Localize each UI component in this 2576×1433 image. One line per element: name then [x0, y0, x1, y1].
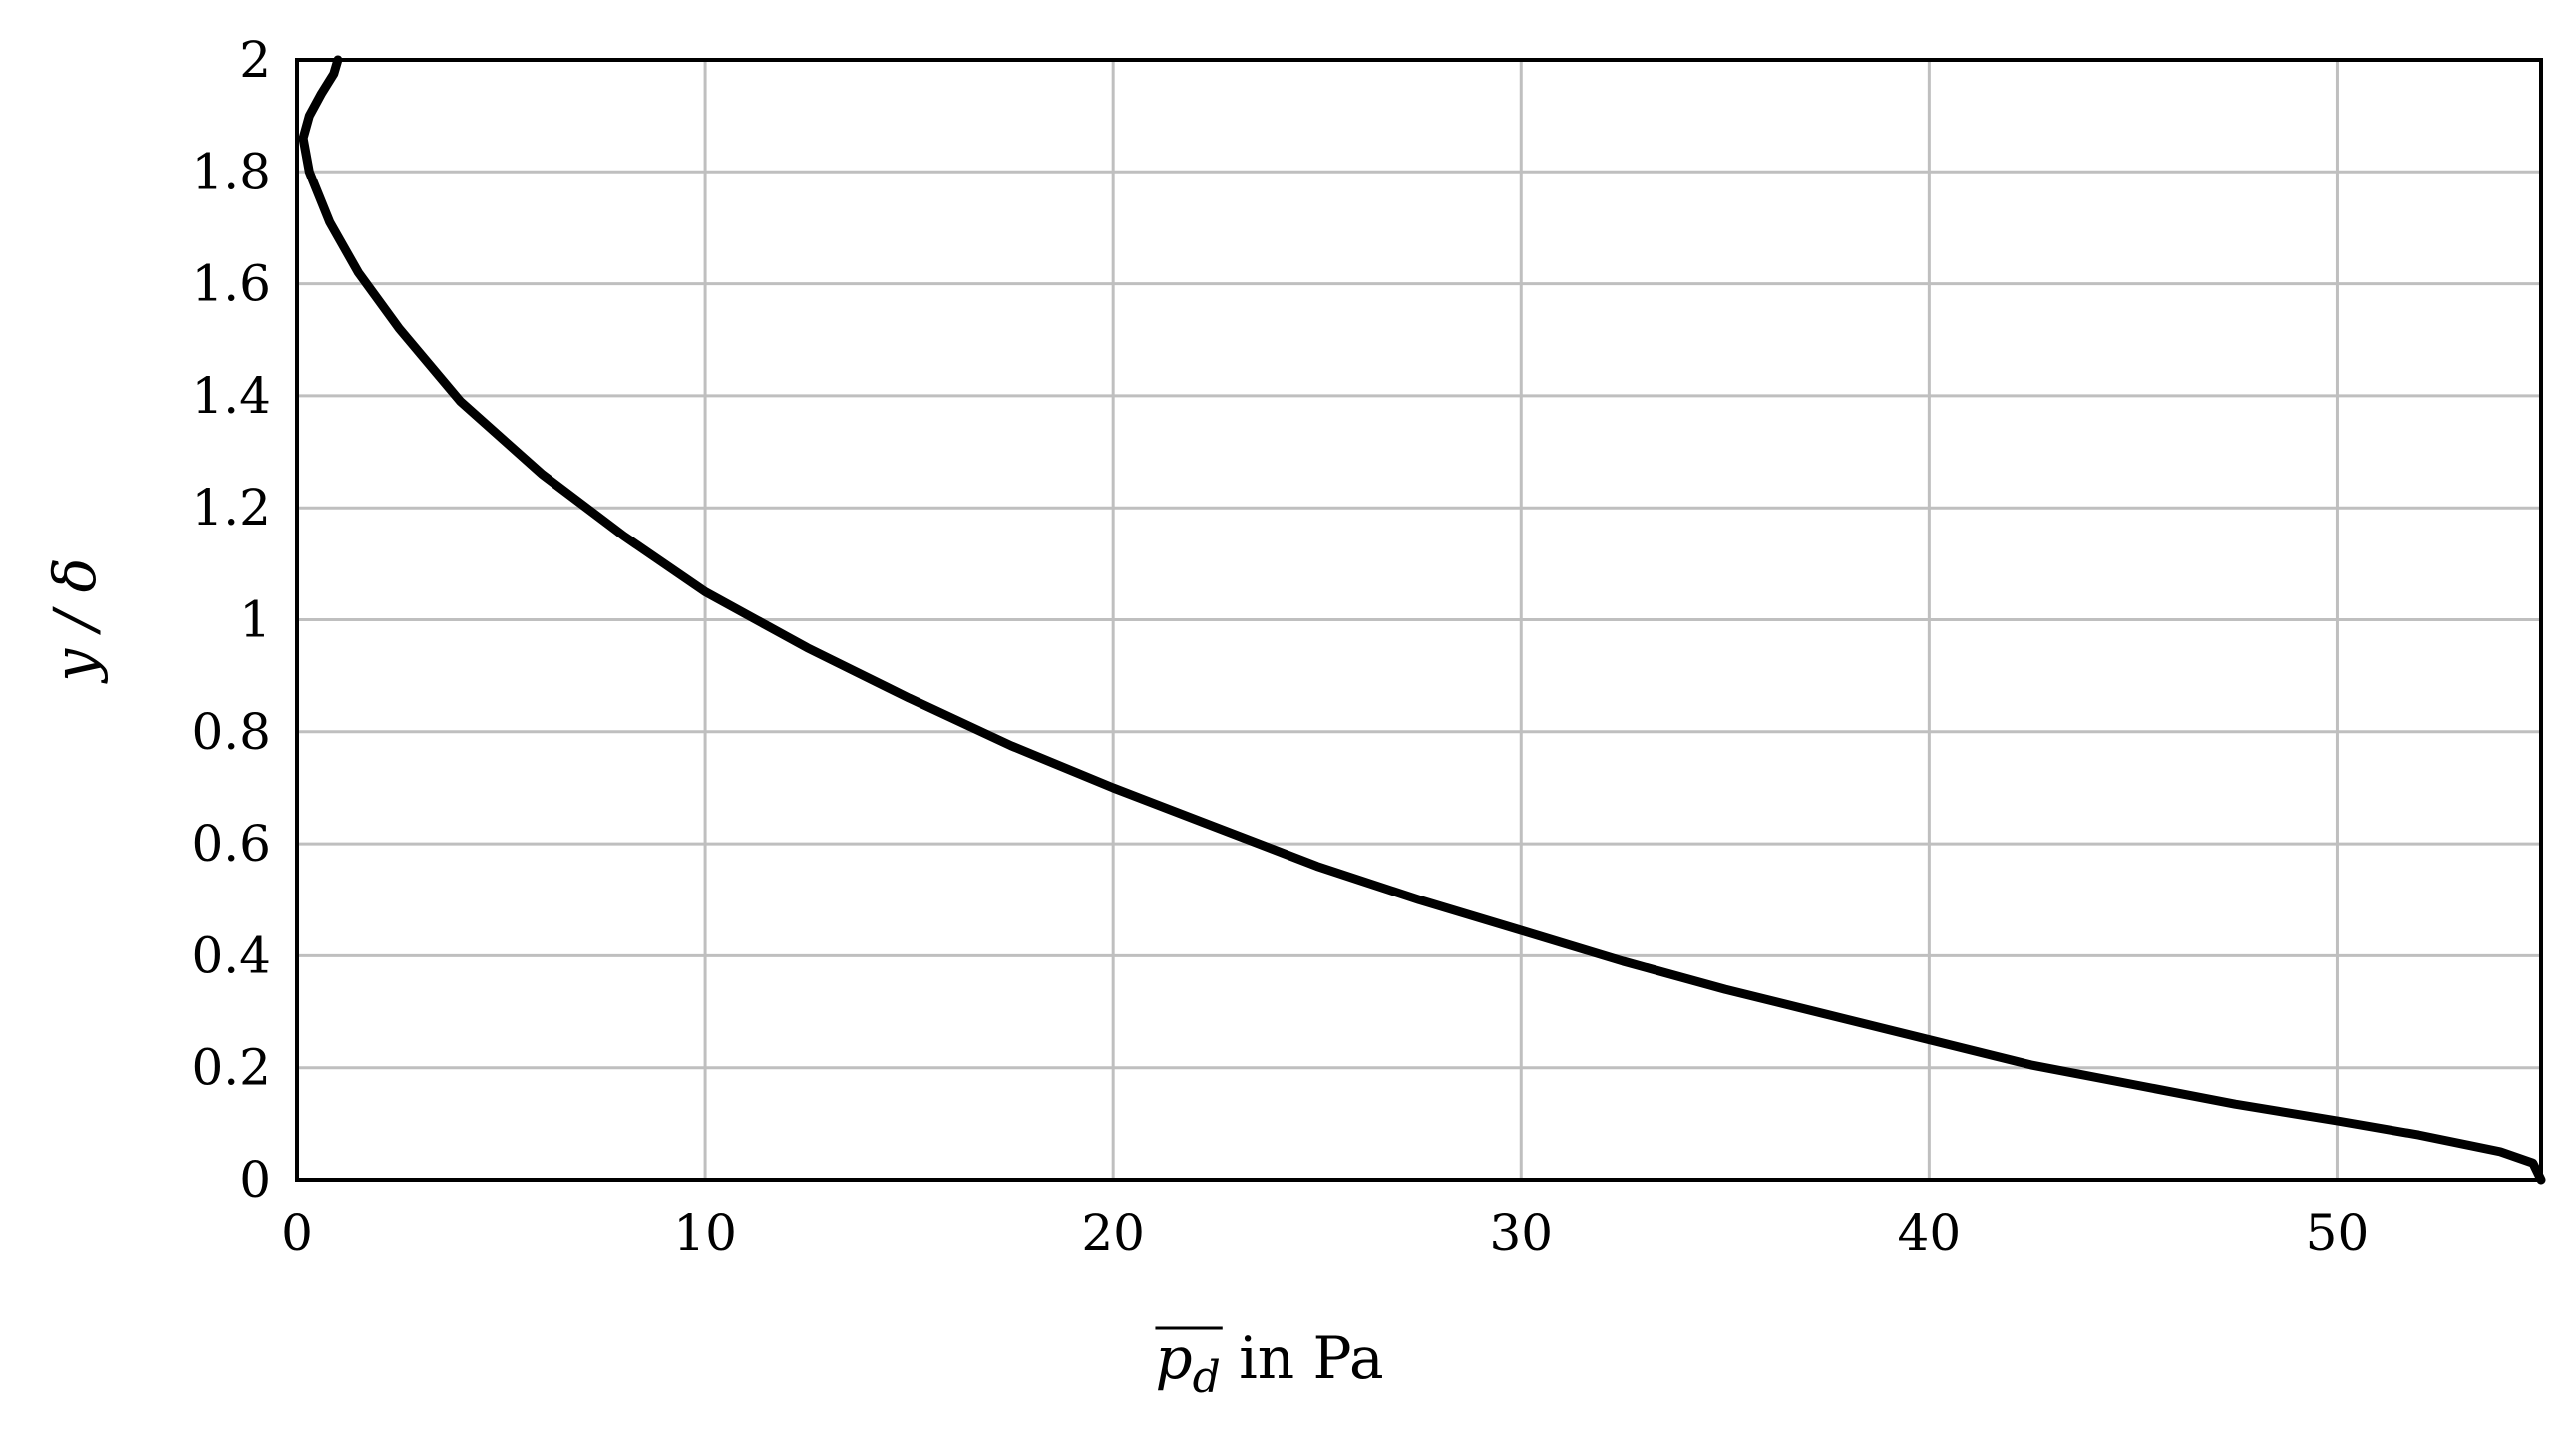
y-tick-label: 0.4: [191, 926, 271, 984]
y-tick-label: 1.4: [191, 367, 271, 425]
grid: [295, 58, 2541, 1182]
y-axis-ticks: 0 0.2 0.4 0.6 0.8 1 1.2 1.4 1.6 1.8 2: [191, 31, 271, 1209]
x-axis-label-subscript: d: [1193, 1352, 1221, 1403]
y-tick-label: 1: [239, 591, 271, 649]
y-tick-label: 1.6: [191, 255, 271, 313]
series-line: [298, 55, 2546, 1185]
x-tick-label: 10: [673, 1204, 737, 1261]
x-tick-label: 40: [1898, 1204, 1962, 1261]
x-axis-label-unit: in Pa: [1221, 1324, 1384, 1392]
x-tick-label: 0: [281, 1204, 313, 1261]
x-tick-label: 30: [1489, 1204, 1553, 1261]
x-tick-label: 20: [1081, 1204, 1145, 1261]
y-tick-label: 2: [239, 31, 271, 89]
x-axis-label-symbol: p: [1155, 1324, 1192, 1392]
y-tick-label: 0.6: [191, 815, 271, 873]
y-tick-label: 0.2: [191, 1039, 271, 1097]
y-tick-label: 0.8: [191, 703, 271, 761]
x-tick-label: 50: [2306, 1204, 2370, 1261]
y-tick-label: 0: [239, 1151, 271, 1209]
y-tick-label: 1.8: [191, 143, 271, 200]
y-tick-label: 1.2: [191, 479, 271, 537]
plot-frame: [295, 58, 2543, 1182]
x-axis-ticks: 0 10 20 30 40 50: [281, 1204, 2369, 1261]
y-axis-label: y / δ: [41, 557, 109, 684]
x-axis-label: pd in Pa: [1155, 1324, 1383, 1403]
